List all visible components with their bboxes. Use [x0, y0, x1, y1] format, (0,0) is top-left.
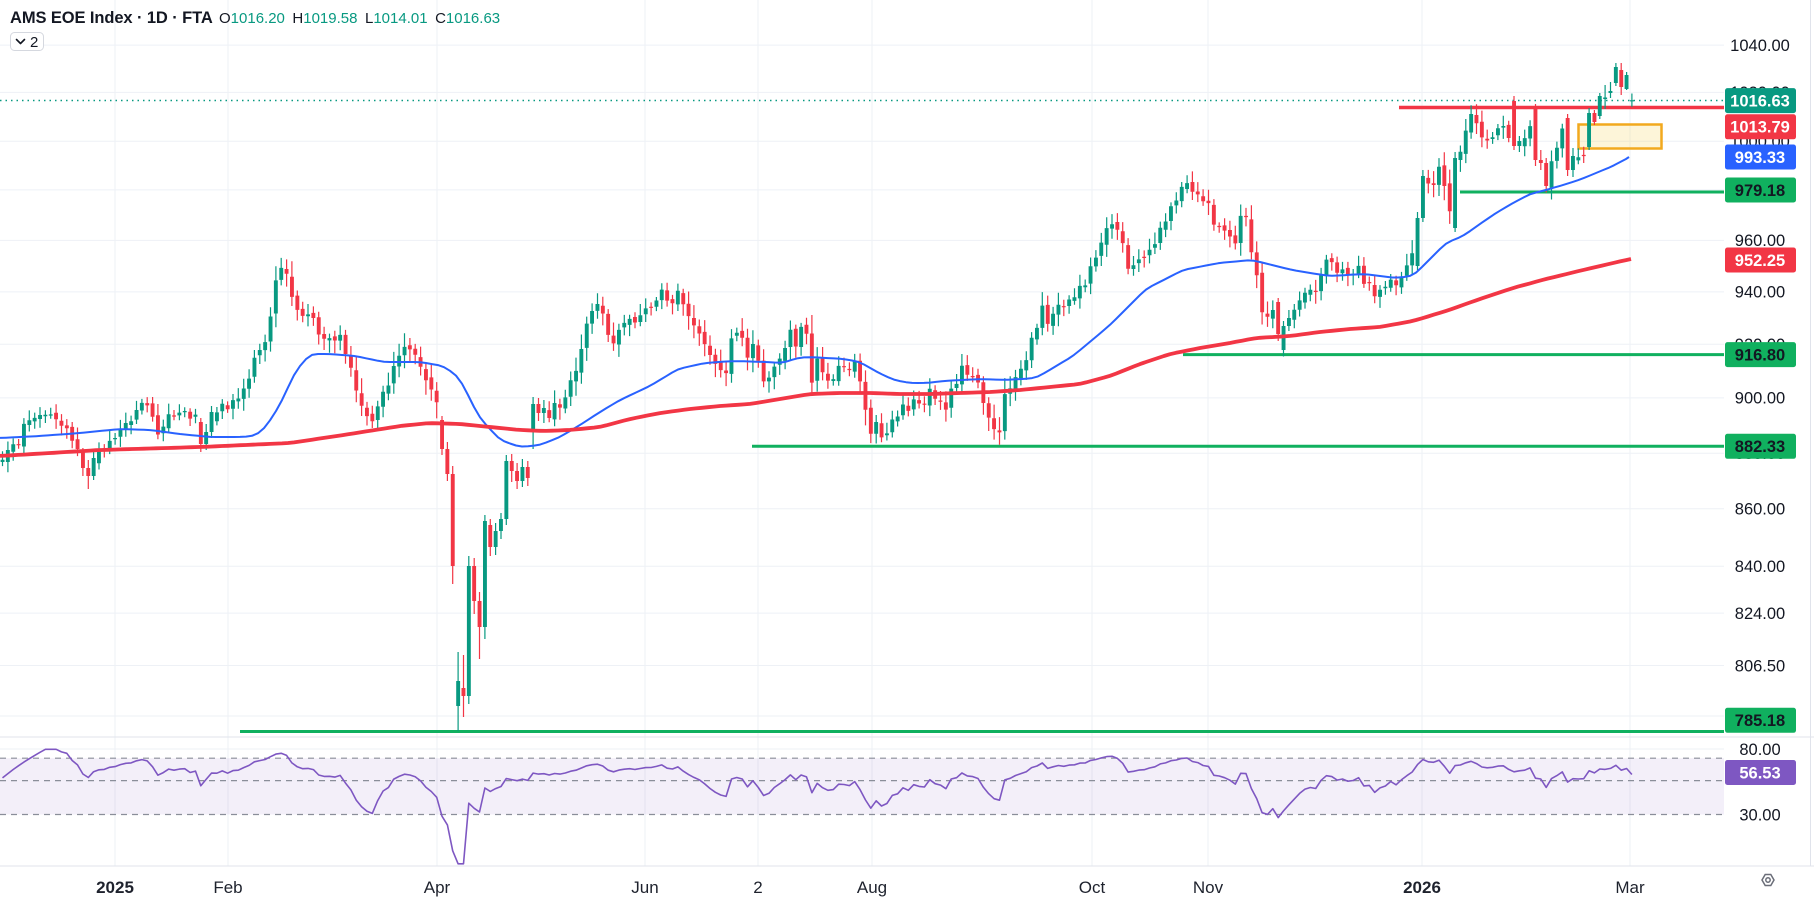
svg-text:979.18: 979.18 — [1735, 182, 1785, 200]
svg-text:785.18: 785.18 — [1735, 712, 1785, 730]
svg-text:AMS EOE Index · 1D · FTA: AMS EOE Index · 1D · FTA — [10, 9, 213, 27]
svg-text:O1016.20 H1019.58 L1014.01 C10: O1016.20 H1019.58 L1014.01 C1016.63 — [219, 10, 500, 27]
svg-text:Nov: Nov — [1193, 878, 1224, 897]
svg-text:Oct: Oct — [1079, 878, 1106, 897]
svg-text:Aug: Aug — [857, 878, 887, 897]
svg-text:Jun: Jun — [631, 878, 658, 897]
svg-text:952.25: 952.25 — [1735, 252, 1785, 270]
svg-text:900.00: 900.00 — [1735, 390, 1785, 408]
svg-text:1040.00: 1040.00 — [1730, 37, 1790, 55]
svg-text:840.00: 840.00 — [1735, 558, 1785, 576]
svg-text:860.00: 860.00 — [1735, 501, 1785, 519]
svg-text:Feb: Feb — [213, 878, 242, 897]
svg-text:1016.63: 1016.63 — [1730, 92, 1790, 110]
svg-text:960.00: 960.00 — [1735, 232, 1785, 250]
svg-text:882.33: 882.33 — [1735, 438, 1785, 456]
svg-text:2: 2 — [30, 34, 38, 51]
svg-text:1013.79: 1013.79 — [1730, 119, 1790, 137]
svg-text:80.00: 80.00 — [1739, 741, 1780, 759]
svg-text:806.50: 806.50 — [1735, 657, 1785, 675]
svg-text:56.53: 56.53 — [1739, 764, 1780, 782]
svg-text:Apr: Apr — [424, 878, 451, 897]
svg-text:30.00: 30.00 — [1739, 806, 1780, 824]
svg-text:993.33: 993.33 — [1735, 149, 1785, 167]
svg-text:940.00: 940.00 — [1735, 284, 1785, 302]
svg-text:824.00: 824.00 — [1735, 605, 1785, 623]
svg-text:2: 2 — [753, 878, 762, 897]
svg-text:2026: 2026 — [1403, 878, 1441, 897]
svg-text:916.80: 916.80 — [1735, 346, 1785, 364]
svg-text:Mar: Mar — [1615, 878, 1645, 897]
svg-text:2025: 2025 — [96, 878, 134, 897]
